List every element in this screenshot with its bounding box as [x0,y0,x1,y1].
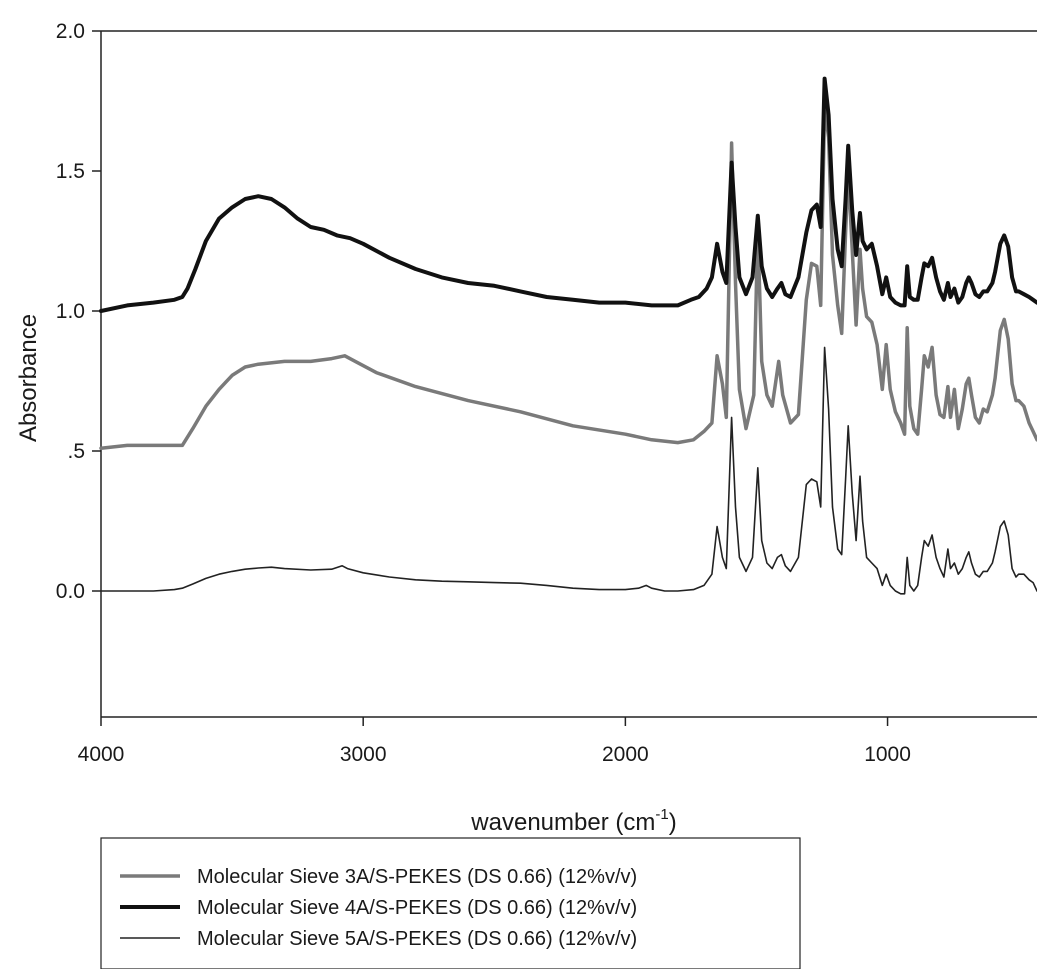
y-tick-label: 2.0 [56,20,85,43]
x-axis-title-superscript: -1 [655,806,668,823]
legend-label-1: Molecular Sieve 3A/S-PEKES (DS 0.66) (12… [197,866,637,888]
legend-label-3: Molecular Sieve 5A/S-PEKES (DS 0.66) (12… [197,928,637,950]
series-layer [99,76,1037,595]
legend-items: Molecular Sieve 3A/S-PEKES (DS 0.66) (12… [120,866,637,950]
series-line-2 [99,76,1037,313]
y-tick-label: 1.0 [56,300,85,323]
x-tick-label: 4000 [78,743,125,766]
x-tick-label: 1000 [864,743,911,766]
y-axis-title: Absorbance [15,314,42,442]
series-line-3 [100,346,1037,595]
x-ticks: 4000 3000 2000 1000 [78,717,911,766]
y-tick-label: .5 [67,440,85,463]
y-tick-label: 0.0 [56,580,85,603]
x-tick-label: 2000 [602,743,649,766]
x-axis-title-main: wavenumber (cm [470,809,655,836]
plot-frame [100,30,1037,718]
y-ticks: 2.0 1.5 1.0 .5 0.0 [56,20,101,603]
y-tick-label: 1.5 [56,160,85,183]
legend-label-2: Molecular Sieve 4A/S-PEKES (DS 0.66) (12… [197,897,637,919]
x-axis-title: wavenumber (cm-1) [470,806,676,836]
x-axis-title-suffix: ) [669,809,677,836]
x-tick-label: 3000 [340,743,387,766]
legend-box [100,837,801,969]
legend: Molecular Sieve 3A/S-PEKES (DS 0.66) (12… [100,837,801,969]
series-line-1 [99,104,1037,450]
